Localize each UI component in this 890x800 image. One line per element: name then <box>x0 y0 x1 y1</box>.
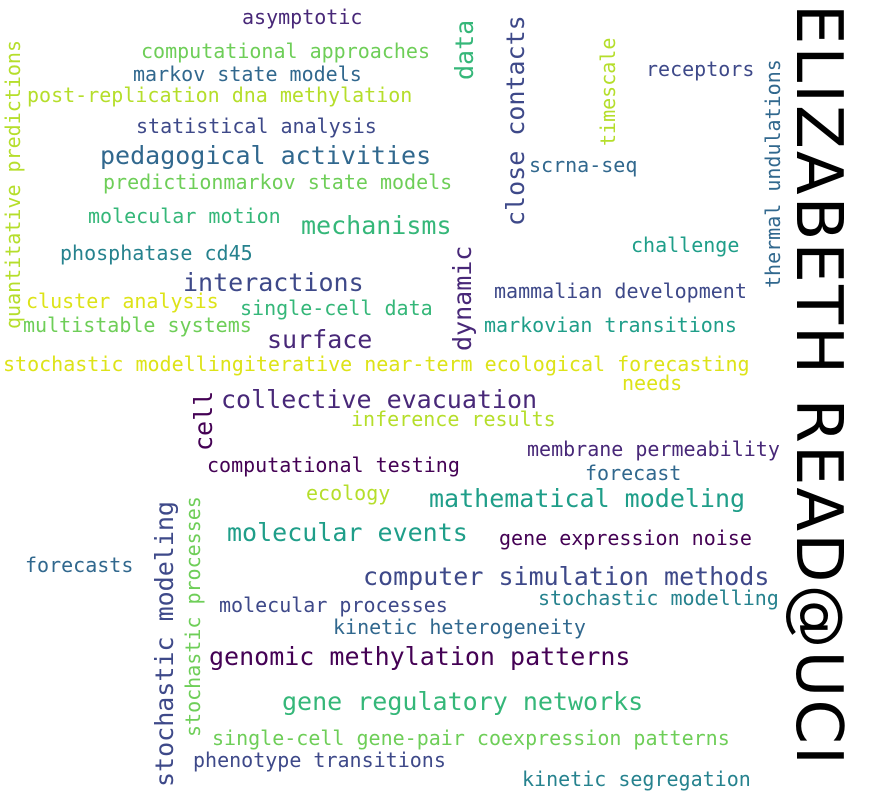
word-phosphatase: phosphatase cd45 <box>60 241 253 265</box>
word-collective-evacuation: collective evacuation <box>221 385 538 414</box>
word-molecular-motion: molecular motion <box>88 204 281 228</box>
word-quantitative-predictions: quantitative predictions <box>1 40 25 329</box>
word-cluster-analysis: cluster analysis <box>26 289 219 313</box>
word-dynamic: dynamic <box>448 245 477 351</box>
word-phenotype-transitions: phenotype transitions <box>193 748 446 772</box>
word-single-cell-gene-pair: single-cell gene-pair coexpression patte… <box>212 726 730 750</box>
word-mathematical-modeling: mathematical modeling <box>429 484 746 513</box>
word-membrane-permeability: membrane permeability <box>527 437 780 461</box>
word-computer-simulation: computer simulation methods <box>363 562 770 591</box>
word-inference-results: inference results <box>351 407 556 431</box>
word-markovian-transitions: markovian transitions <box>484 313 737 337</box>
word-close-contacts: close contacts <box>501 15 530 226</box>
word-kinetic-segregation: kinetic segregation <box>522 767 751 791</box>
word-kinetic-heterogeneity: kinetic heterogeneity <box>333 615 586 639</box>
word-statistical-analysis: statistical analysis <box>136 114 377 138</box>
word-thermal-undulations: thermal undulations <box>761 59 785 288</box>
word-mammalian-development: mammalian development <box>494 279 747 303</box>
word-pedagogical-activities: pedagogical activities <box>100 141 432 170</box>
word-gene-regulatory: gene regulatory networks <box>282 687 644 716</box>
word-molecular-processes: molecular processes <box>219 593 448 617</box>
word-cloud-title: ELIZABETH READ@UCI <box>781 4 855 767</box>
word-multistable-systems: multistable systems <box>23 313 252 337</box>
word-surface: surface <box>267 325 373 354</box>
word-ecology: ecology <box>306 481 391 505</box>
word-receptors: receptors <box>646 57 755 81</box>
word-forecast: forecast <box>585 461 682 485</box>
word-forecasts: forecasts <box>25 553 134 577</box>
word-interactions: interactions <box>183 268 364 297</box>
word-data: data <box>450 19 479 80</box>
word-computational-approaches: computational approaches <box>141 39 430 63</box>
word-post-replication: post-replication dna methylation <box>27 83 413 107</box>
word-timescale: timescale <box>596 37 620 146</box>
word-stochastic-processes: stochastic processes <box>181 496 205 737</box>
word-molecular-events: molecular events <box>227 518 468 547</box>
word-mechanisms: mechanisms <box>301 211 452 240</box>
word-scrna-seq: scrna-seq <box>529 153 638 177</box>
word-challenge: challenge <box>631 233 740 257</box>
word-needs: needs <box>622 371 683 395</box>
word-computational-testing: computational testing <box>207 453 460 477</box>
word-cell: cell <box>189 390 218 451</box>
word-single-cell-data: single-cell data <box>240 296 433 320</box>
word-markov-state-models: markov state models <box>133 62 362 86</box>
word-gene-expression-noise: gene expression noise <box>499 526 752 550</box>
word-genomic-methylation: genomic methylation patterns <box>209 642 631 671</box>
word-prediction-markov: predictionmarkov state models <box>103 170 453 194</box>
word-asymptotic: asymptotic <box>242 5 363 29</box>
word-stochastic-modeling: stochastic modeling <box>150 501 179 787</box>
word-stochastic-iterative: stochastic modellingiterative near-term … <box>3 352 750 376</box>
word-stochastic-modelling: stochastic modelling <box>538 586 779 610</box>
